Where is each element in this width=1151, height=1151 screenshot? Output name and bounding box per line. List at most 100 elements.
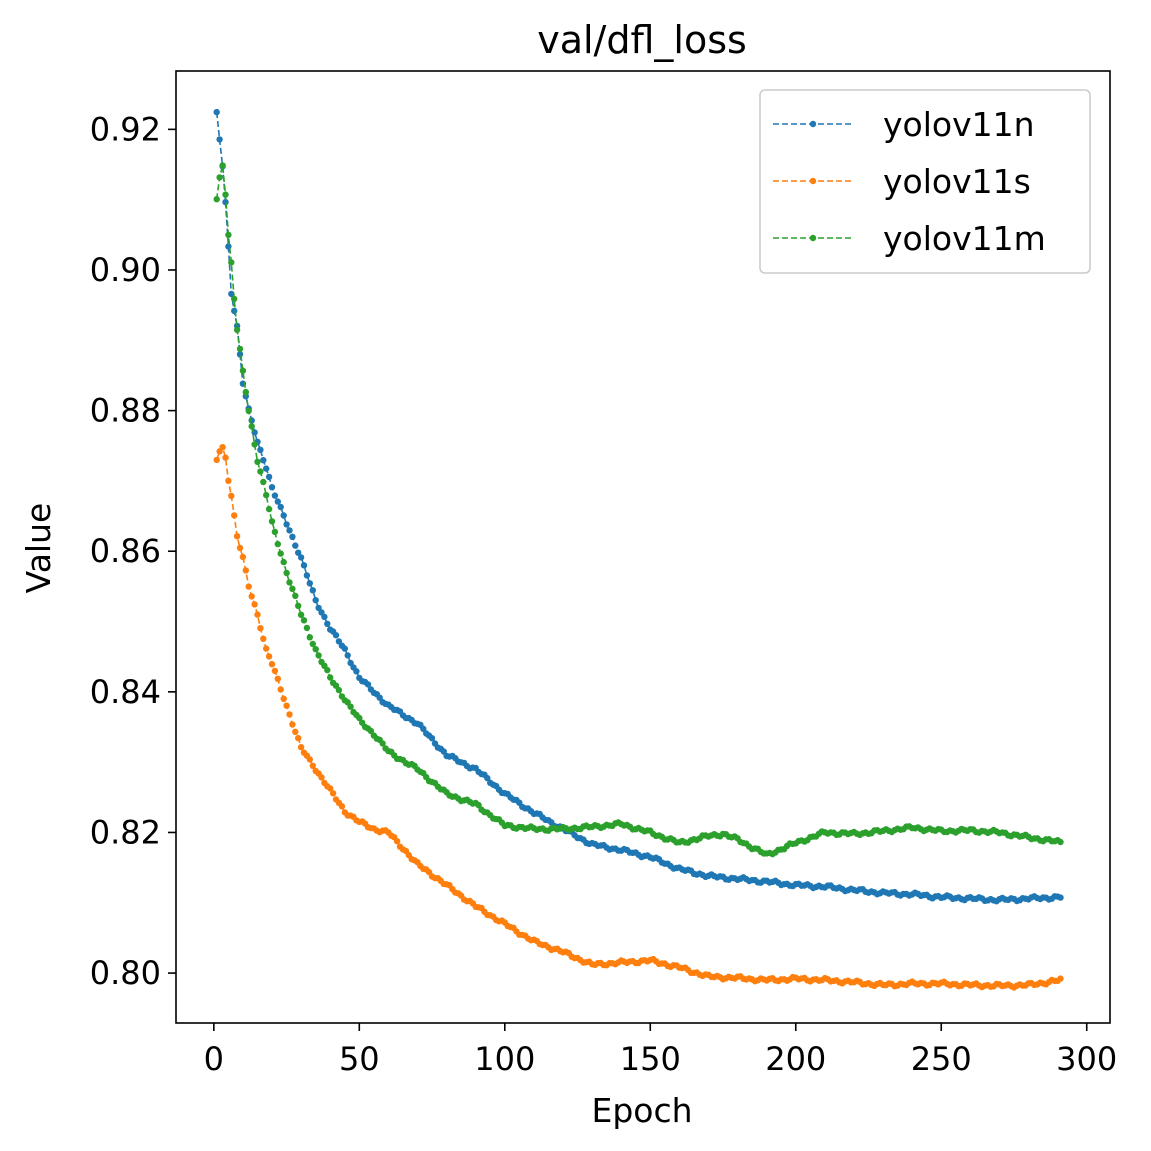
data-point [312,646,319,653]
data-point [219,162,226,169]
y-tick-label: 0.84 [90,673,161,711]
data-point [309,587,316,594]
data-point [306,634,313,641]
x-tick-label: 250 [911,1040,972,1078]
data-point [309,762,316,769]
data-point [245,407,252,415]
data-point [393,838,401,845]
x-axis-label: Epoch [591,1091,692,1130]
data-point [289,585,296,592]
legend-entries: yolov11n yolov11s yolov11m [773,105,1046,258]
data-point [344,652,351,659]
data-point [306,580,313,587]
data-point [420,725,427,732]
data-point [303,624,311,632]
data-point [260,457,267,464]
data-point [268,484,276,491]
data-point [367,727,375,735]
data-point [327,674,334,681]
data-point [289,721,296,728]
data-point [263,465,270,472]
x-tick-label: 200 [765,1040,826,1078]
data-point [329,790,337,797]
data-point [225,231,232,239]
data-point [228,492,235,500]
data-point [292,728,299,735]
data-point [265,473,273,481]
data-point [1057,894,1064,901]
data-point [239,367,247,374]
series-layer [213,108,1064,991]
data-point [353,668,360,675]
data-point [347,703,354,710]
data-point [233,533,241,540]
data-point [225,477,232,484]
legend-swatch-marker [809,234,817,242]
data-point [280,512,287,519]
data-point [475,801,482,809]
data-point [265,505,273,513]
data-point [428,735,436,742]
data-point [321,613,328,621]
data-point [268,518,276,525]
data-point [257,625,264,632]
data-point [295,549,302,556]
data-point [231,295,238,303]
x-tick-label: 150 [620,1040,681,1078]
data-point [228,290,235,298]
data-point [286,579,293,586]
data-point [257,446,264,453]
x-tick-label: 300 [1056,1040,1117,1078]
data-point [242,567,249,574]
data-point [283,702,290,709]
data-point [300,617,308,624]
data-point [356,714,363,722]
data-point [213,196,220,203]
y-tick-label: 0.86 [90,532,161,570]
data-point [286,711,293,718]
data-point [297,744,305,751]
data-point [327,785,334,792]
data-point [379,740,386,747]
y-tick-label: 0.88 [90,392,161,430]
data-point [295,734,302,742]
data-point [280,558,287,566]
data-point [271,492,279,499]
data-point [277,686,284,693]
data-point [216,174,223,181]
data-point [1057,838,1064,846]
data-point [245,583,252,590]
data-point [335,686,343,694]
data-point [263,491,270,499]
data-point [236,345,244,353]
data-point [228,259,235,266]
data-point [213,456,220,464]
data-point [292,592,299,599]
data-point [263,645,270,652]
data-point [271,528,279,536]
data-point [292,542,299,549]
legend-label: yolov11s [883,162,1031,201]
data-point [254,611,261,618]
data-point [233,326,241,334]
legend: yolov11n yolov11s yolov11m [759,89,1091,274]
data-point [274,540,281,548]
data-point [251,441,258,448]
y-tick-label: 0.82 [90,813,161,851]
data-point [300,562,308,569]
legend-frame [759,89,1091,274]
x-tick-label: 100 [474,1040,535,1078]
y-tick-label: 0.92 [90,110,161,148]
data-point [213,108,220,116]
data-point [295,602,302,609]
data-point [315,652,322,659]
data-point [248,593,255,600]
legend-swatch-marker [809,177,817,185]
y-tick-label: 0.80 [90,954,161,992]
data-point [289,533,296,540]
data-point [286,527,293,534]
x-tick-label: 0 [204,1040,224,1078]
data-point [260,478,267,486]
data-point [297,611,305,618]
